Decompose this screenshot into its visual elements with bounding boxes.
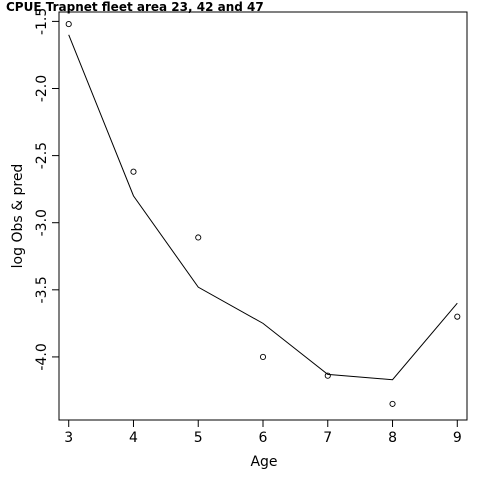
y-tick-label: -3.5 <box>34 276 50 303</box>
x-tick-label: 6 <box>259 430 268 446</box>
pred-line <box>68 34 458 381</box>
y-tick-label: -3.0 <box>34 209 50 236</box>
y-tick-label: -2.0 <box>34 75 50 102</box>
x-tick-label: 5 <box>194 430 203 446</box>
y-axis-label: log Obs & pred <box>10 164 26 269</box>
x-tick-label: 4 <box>129 430 138 446</box>
obs-point <box>65 21 72 28</box>
x-tick-label: 8 <box>388 430 397 446</box>
obs-point <box>130 168 137 175</box>
x-tick-label: 3 <box>64 430 73 446</box>
series-group <box>65 21 461 407</box>
x-tick-label: 7 <box>323 430 332 446</box>
x-axis-label: Age <box>250 454 277 470</box>
y-tick-label: -4.0 <box>34 343 50 370</box>
y-tick-label: -2.5 <box>34 142 50 169</box>
chart-title: CPUE Trapnet fleet area 23, 42 and 47 <box>6 0 264 14</box>
obs-point <box>324 372 331 379</box>
x-tick-label: 9 <box>453 430 462 446</box>
y-tick-label: -1.5 <box>34 8 50 35</box>
obs-point <box>389 400 396 407</box>
x-axis: 3 4 5 6 7 8 9 <box>64 420 462 446</box>
obs-point <box>454 313 461 320</box>
y-axis: -1.5 -2.0 -2.5 -3.0 -3.5 -4.0 <box>34 8 59 371</box>
obs-point <box>259 353 267 360</box>
obs-point <box>195 234 202 241</box>
